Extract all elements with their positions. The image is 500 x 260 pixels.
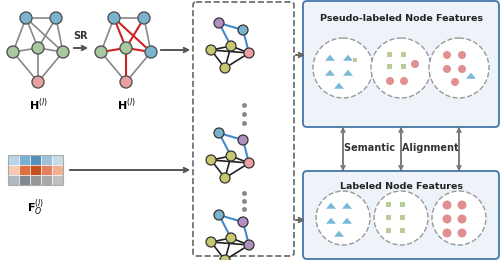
Circle shape — [220, 255, 230, 260]
Circle shape — [57, 46, 69, 58]
Bar — [41, 165, 51, 174]
Bar — [386, 228, 390, 232]
Circle shape — [238, 25, 248, 35]
Polygon shape — [326, 218, 336, 224]
Circle shape — [120, 76, 132, 88]
Circle shape — [238, 135, 248, 145]
Circle shape — [120, 42, 132, 54]
Circle shape — [458, 214, 466, 224]
Text: Pseudo-labeled Node Features: Pseudo-labeled Node Features — [320, 14, 482, 23]
Bar — [52, 175, 62, 185]
FancyBboxPatch shape — [193, 2, 294, 256]
Bar — [52, 165, 62, 174]
Bar — [353, 58, 357, 62]
Circle shape — [214, 18, 224, 28]
Bar — [386, 63, 392, 68]
Text: $\mathbf{H}^{(l)}$: $\mathbf{H}^{(l)}$ — [116, 96, 136, 113]
Text: Semantic  Alignment: Semantic Alignment — [344, 143, 458, 153]
Bar — [41, 175, 51, 185]
Bar — [8, 165, 18, 174]
Circle shape — [95, 46, 107, 58]
Polygon shape — [342, 203, 352, 209]
Circle shape — [443, 51, 451, 59]
Text: $\mathbf{H}^{(l)}$: $\mathbf{H}^{(l)}$ — [28, 96, 48, 113]
Circle shape — [50, 12, 62, 24]
Polygon shape — [342, 218, 352, 224]
Circle shape — [458, 65, 466, 73]
Circle shape — [432, 191, 486, 245]
Polygon shape — [326, 203, 336, 209]
Bar — [19, 175, 30, 185]
Bar — [8, 155, 18, 165]
Circle shape — [108, 12, 120, 24]
Text: Labeled Node Features: Labeled Node Features — [340, 182, 462, 191]
Circle shape — [316, 191, 370, 245]
Polygon shape — [334, 83, 344, 89]
Circle shape — [386, 77, 394, 85]
Circle shape — [244, 48, 254, 58]
Circle shape — [451, 78, 459, 86]
Circle shape — [206, 155, 216, 165]
Bar — [386, 51, 392, 56]
Circle shape — [20, 12, 32, 24]
Bar — [386, 202, 390, 206]
Circle shape — [214, 128, 224, 138]
Bar — [400, 214, 404, 219]
Bar — [8, 175, 18, 185]
Circle shape — [442, 229, 452, 237]
Circle shape — [458, 200, 466, 210]
Circle shape — [226, 233, 236, 243]
Circle shape — [220, 173, 230, 183]
FancyBboxPatch shape — [303, 171, 499, 259]
Circle shape — [371, 38, 431, 98]
Circle shape — [226, 151, 236, 161]
Circle shape — [374, 191, 428, 245]
Circle shape — [442, 214, 452, 224]
Circle shape — [400, 77, 408, 85]
Circle shape — [244, 158, 254, 168]
Bar — [30, 165, 40, 174]
Circle shape — [145, 46, 157, 58]
Bar — [400, 228, 404, 232]
Circle shape — [313, 38, 373, 98]
Bar — [41, 155, 51, 165]
Circle shape — [443, 65, 451, 73]
Circle shape — [206, 45, 216, 55]
Bar — [52, 155, 62, 165]
Bar — [19, 155, 30, 165]
Bar — [8, 155, 63, 185]
Circle shape — [214, 210, 224, 220]
Circle shape — [206, 237, 216, 247]
Text: SR: SR — [74, 31, 88, 41]
Bar — [19, 165, 30, 174]
Circle shape — [442, 200, 452, 210]
Polygon shape — [343, 70, 353, 76]
Polygon shape — [466, 73, 476, 79]
Circle shape — [244, 240, 254, 250]
Circle shape — [458, 229, 466, 237]
Bar — [400, 63, 406, 68]
Bar — [400, 51, 406, 56]
FancyBboxPatch shape — [303, 1, 499, 127]
Circle shape — [238, 217, 248, 227]
Polygon shape — [343, 55, 353, 61]
Circle shape — [458, 51, 466, 59]
Bar — [386, 214, 390, 219]
Circle shape — [220, 63, 230, 73]
Polygon shape — [325, 55, 335, 61]
Circle shape — [138, 12, 150, 24]
Text: $\mathbf{F}^{(l)}_O$: $\mathbf{F}^{(l)}_O$ — [27, 197, 44, 218]
Circle shape — [429, 38, 489, 98]
Bar — [30, 175, 40, 185]
Polygon shape — [325, 70, 335, 76]
Circle shape — [32, 42, 44, 54]
Polygon shape — [334, 231, 344, 237]
Circle shape — [226, 41, 236, 51]
Bar — [30, 155, 40, 165]
Circle shape — [32, 76, 44, 88]
Circle shape — [7, 46, 19, 58]
Circle shape — [411, 60, 419, 68]
Bar — [400, 202, 404, 206]
